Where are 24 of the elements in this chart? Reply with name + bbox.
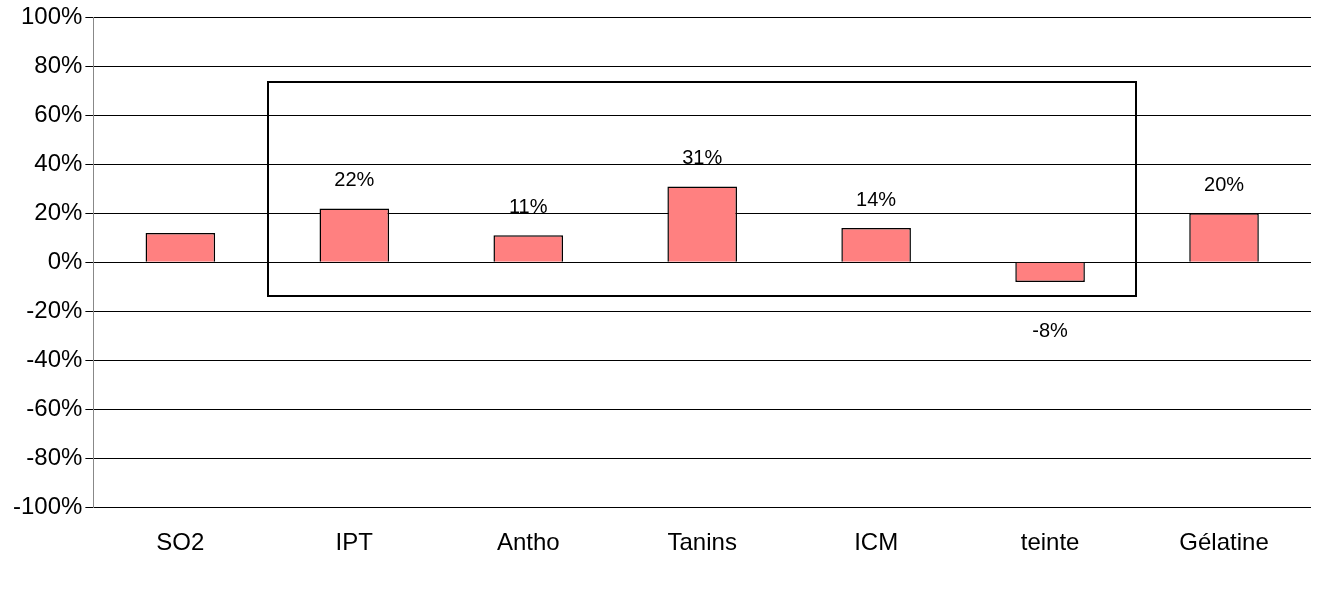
x-tick-label: IPT [335, 528, 374, 556]
x-tick-label: Tanins [667, 528, 737, 556]
x-tick-label: teinte [1020, 528, 1080, 556]
y-tick-label: 100% [20, 2, 83, 30]
data-label: 14% [856, 187, 897, 210]
x-tick-label: Antho [496, 528, 560, 556]
y-tick-label: -80% [26, 442, 83, 470]
y-tick-label: -60% [26, 393, 83, 421]
x-tick-label: SO2 [156, 528, 205, 556]
y-tick-label: -100% [13, 491, 83, 519]
data-label: 20% [1204, 172, 1245, 195]
data-label: 11% [508, 194, 548, 217]
y-tick-label: 60% [34, 99, 83, 127]
data-label: 22% [334, 167, 375, 190]
x-tick-label: Gélatine [1179, 528, 1269, 556]
y-tick-label: 40% [34, 148, 83, 176]
y-tick-label: -20% [26, 295, 83, 323]
data-label: -8% [1032, 319, 1069, 342]
y-tick-label: 80% [34, 51, 83, 78]
y-tick-label: 20% [34, 197, 83, 225]
data-label: 31% [682, 145, 723, 168]
y-tick-label: -40% [26, 344, 83, 372]
y-tick-label: 0% [47, 246, 83, 274]
x-tick-label: ICM [854, 528, 899, 556]
